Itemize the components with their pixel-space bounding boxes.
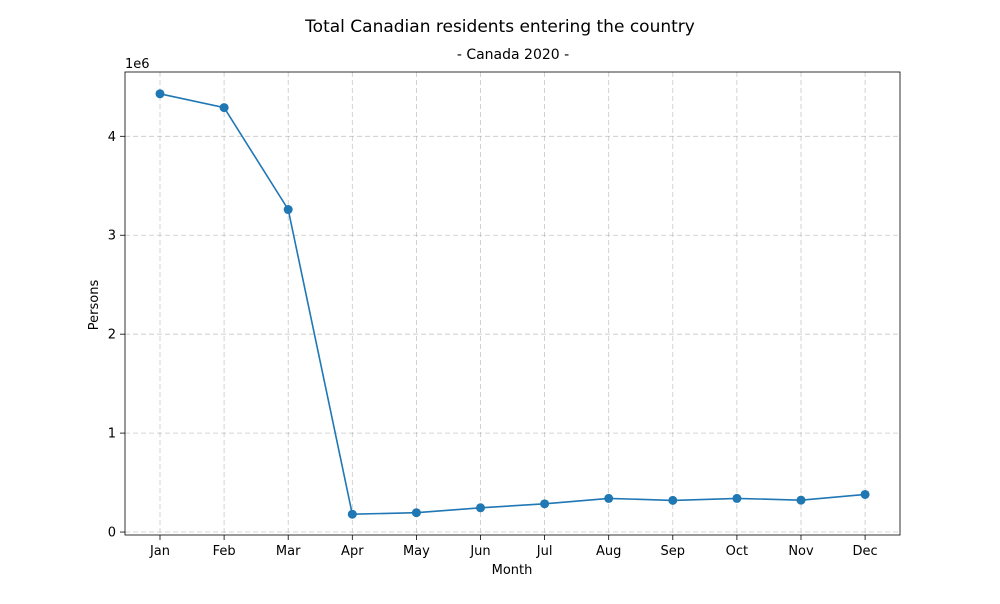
- chart-title: Total Canadian residents entering the co…: [304, 17, 695, 37]
- axes: Jan Feb Mar Apr May Jun Jul Aug Sep Oct Nov Dec 0 1 2 3…: [108, 71, 901, 559]
- x-tick-label: Sep: [661, 544, 686, 559]
- y-tick-label: 2: [108, 328, 116, 343]
- plot-frame: [124, 71, 901, 536]
- data-point: [155, 89, 165, 99]
- data-point: [796, 495, 806, 505]
- y-tick-label: 4: [108, 130, 116, 145]
- x-tick-label: Feb: [213, 544, 236, 559]
- x-tick-label: Oct: [726, 544, 748, 559]
- x-axis-label: Month: [492, 563, 533, 578]
- data-point: [860, 489, 870, 499]
- x-tick-label: Mar: [276, 544, 301, 559]
- grid-lines: [125, 72, 900, 535]
- series-persons: [155, 89, 870, 519]
- x-tick-label: Aug: [596, 544, 621, 559]
- y-axis-label: Persons: [87, 280, 102, 331]
- data-point: [411, 508, 421, 518]
- data-point: [476, 503, 485, 513]
- x-tick-label: Jun: [469, 544, 490, 559]
- chart-subtitle: - Canada 2020 -: [457, 47, 569, 63]
- x-tick-label: Jan: [149, 544, 170, 559]
- series-line: [159, 93, 866, 516]
- data-point: [732, 493, 742, 503]
- x-tick-label: May: [403, 544, 430, 559]
- x-tick-label: Apr: [341, 544, 364, 559]
- x-tick-label: Nov: [788, 544, 814, 559]
- data-point: [283, 205, 293, 215]
- y-axis-offset-label: 1e6: [125, 57, 150, 72]
- y-tick-label: 3: [108, 229, 116, 244]
- y-tick-label: 0: [108, 526, 116, 541]
- data-point: [219, 103, 229, 113]
- x-tick-label: Dec: [853, 544, 878, 559]
- data-point: [604, 493, 614, 503]
- data-point: [668, 495, 678, 505]
- y-tick-label: 1: [108, 427, 116, 442]
- x-tick-label: Jul: [536, 544, 553, 559]
- data-point: [347, 509, 357, 519]
- data-point: [540, 499, 550, 509]
